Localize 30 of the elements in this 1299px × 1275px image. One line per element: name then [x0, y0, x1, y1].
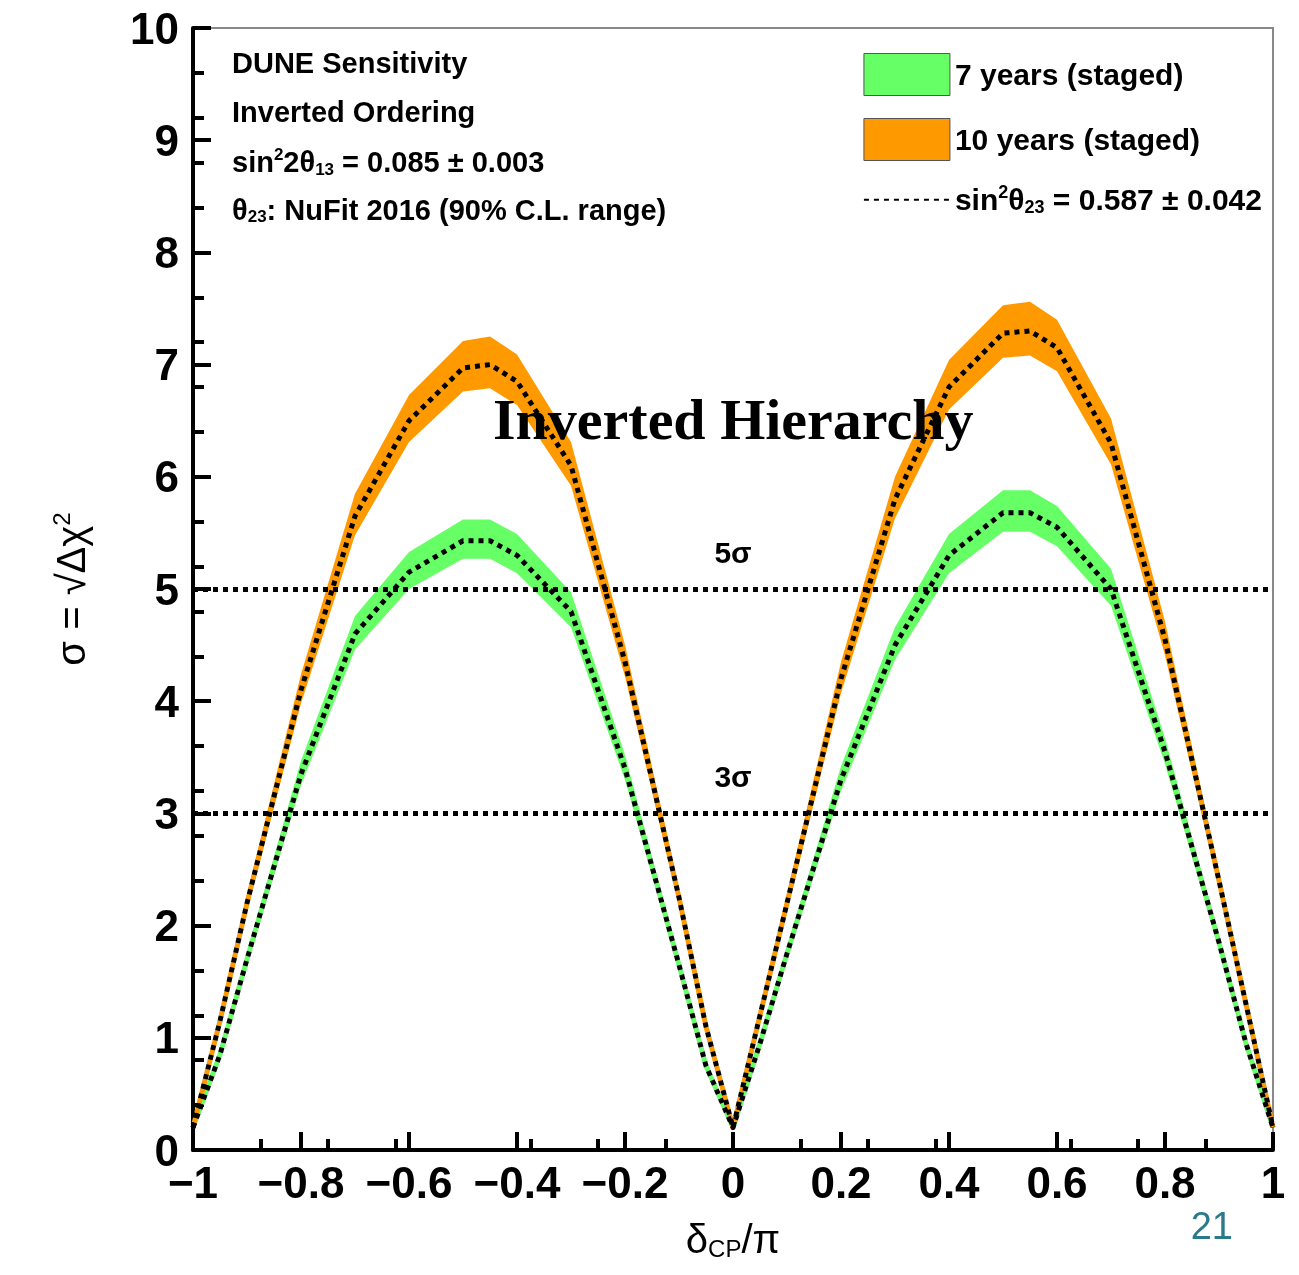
text: 21 — [1190, 1205, 1234, 1247]
x-tick-label: −0.2 — [581, 1157, 669, 1207]
x-tick-label: 0.6 — [1026, 1157, 1088, 1207]
y-tick-label: 3 — [154, 788, 179, 838]
x-tick-label: 1 — [1260, 1157, 1286, 1207]
ref-line-label: 5σ — [714, 535, 752, 569]
y-axis-title: σ = √Δχ2 — [47, 512, 93, 666]
y-tick-label: 2 — [154, 901, 179, 951]
x-axis-title: δCP/π — [685, 1217, 781, 1262]
legend-label: 10 years (staged) — [954, 123, 1201, 156]
x-tick-label: −0.8 — [257, 1157, 345, 1207]
annotation: Inverted Ordering — [232, 95, 476, 128]
x-tick-label: 0 — [720, 1157, 746, 1207]
ref-line-label: 3σ — [714, 759, 752, 793]
x-tick-label: 0.4 — [918, 1157, 981, 1207]
y-tick-label: 5 — [154, 564, 179, 614]
x-tick-label: −0.4 — [473, 1157, 561, 1207]
y-tick-label: 8 — [154, 227, 179, 277]
annotation: DUNE Sensitivity — [232, 46, 468, 79]
y-tick-label: 10 — [130, 3, 179, 53]
x-tick-label: 0.8 — [1134, 1157, 1196, 1207]
legend-label: 7 years (staged) — [954, 58, 1184, 91]
y-tick-label: 9 — [154, 115, 179, 165]
annotation: θ23: NuFit 2016 (90% C.L. range) — [232, 193, 667, 226]
y-tick-label: 6 — [154, 452, 179, 502]
x-tick-label: −0.6 — [365, 1157, 453, 1207]
y-tick-label: 7 — [154, 340, 179, 390]
y-tick-label: 1 — [154, 1013, 179, 1063]
y-tick-label: 4 — [154, 676, 180, 726]
x-tick-label: 0.2 — [810, 1157, 872, 1207]
